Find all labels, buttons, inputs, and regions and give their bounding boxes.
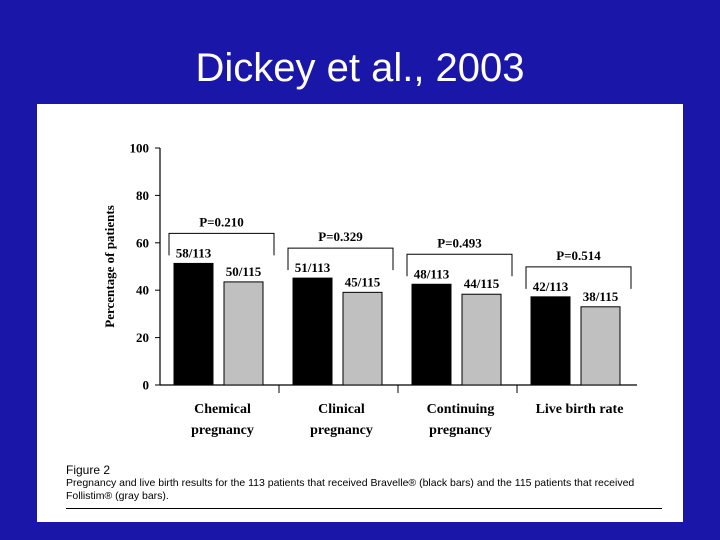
bar-follistim <box>580 306 621 386</box>
bar-data-label: 42/113 <box>533 279 569 294</box>
category-labels: Chemical pregnancy Clinical pregnancy Contin… <box>191 402 623 438</box>
significance-bracket <box>287 247 394 271</box>
category-label: Live birth rate <box>536 402 624 417</box>
significance-bracket <box>406 253 513 277</box>
bar-data-label: 51/113 <box>295 260 331 275</box>
category-label: Chemical <box>194 402 251 417</box>
figure-caption: Pregnancy and live birth results for the… <box>66 477 635 502</box>
significance-bracket <box>525 266 632 289</box>
caption-divider <box>66 508 662 509</box>
bar-follistim <box>223 281 264 386</box>
category-label: Clinical <box>318 402 365 417</box>
p-value-label: P=0.493 <box>437 235 482 250</box>
bar-bravelle <box>411 283 452 386</box>
bar-data-label: 44/115 <box>464 276 500 291</box>
bar-data-label: 50/115 <box>226 264 262 279</box>
slide-title: Dickey et al., 2003 <box>195 46 525 90</box>
y-tick-label: 60 <box>136 235 149 250</box>
significance-bracket <box>168 232 275 256</box>
significance-brackets: P=0.210 P=0.329 P=0.493 P=0.514 <box>168 214 632 289</box>
y-ticks: 0 20 40 60 80 100 <box>130 141 160 393</box>
bar-bravelle <box>292 277 333 386</box>
bar-bravelle <box>530 296 571 386</box>
y-tick-label: 20 <box>136 330 149 345</box>
category-label: pregnancy <box>310 423 373 438</box>
category-label: Continuing <box>427 402 495 417</box>
bar-chart: Percentage of patients 0 20 40 60 80 100 58/1… <box>102 141 637 438</box>
p-value-label: P=0.329 <box>318 229 363 244</box>
bars: 58/113 50/115 51/113 45/115 48/113 44/115 42/1… <box>173 245 621 386</box>
figure-label: Figure 2 <box>66 463 111 477</box>
y-tick-label: 0 <box>143 378 150 393</box>
category-label: pregnancy <box>429 423 492 438</box>
figure-panel: Percentage of patients 0 20 40 60 80 100 58/1… <box>37 104 683 522</box>
y-tick-label: 100 <box>130 141 150 156</box>
p-value-label: P=0.514 <box>556 248 601 263</box>
category-label: pregnancy <box>191 423 254 438</box>
bar-bravelle <box>173 262 214 386</box>
bar-data-label: 58/113 <box>176 245 212 260</box>
p-value-label: P=0.210 <box>199 214 244 229</box>
bar-follistim <box>461 293 502 386</box>
bar-data-label: 45/115 <box>345 274 381 289</box>
y-axis-label: Percentage of patients <box>102 205 117 328</box>
y-tick-label: 40 <box>136 283 149 298</box>
bar-data-label: 38/115 <box>583 289 619 304</box>
bar-follistim <box>342 291 383 386</box>
bar-data-label: 48/113 <box>414 266 450 281</box>
y-tick-label: 80 <box>136 188 149 203</box>
